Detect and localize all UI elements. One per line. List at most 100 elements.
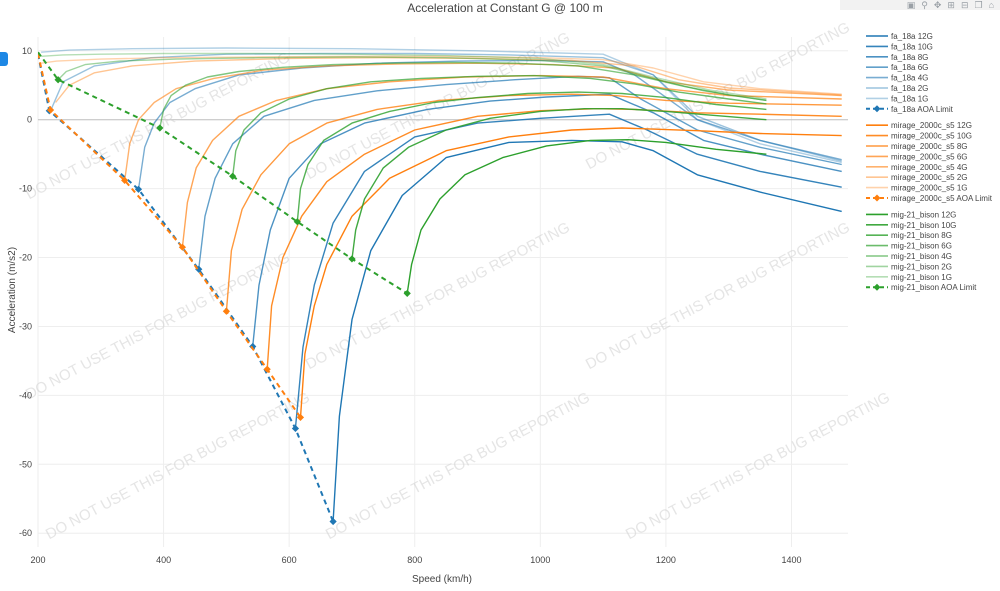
zoom-out-icon[interactable]: ⊟ xyxy=(960,0,969,10)
legend-item[interactable]: fa_18a 4G xyxy=(866,74,928,83)
legend-label: mirage_2000c_s5 1G xyxy=(891,184,968,193)
x-axis-label: Speed (km/h) xyxy=(412,574,472,585)
series-line-fa_18a-12g[interactable] xyxy=(332,139,842,522)
x-tick-label: 400 xyxy=(156,555,171,565)
aoa-limit-marker[interactable] xyxy=(263,365,271,373)
chart-title: Acceleration at Constant G @ 100 m xyxy=(407,1,603,15)
series-line-mirage_2000c_s5-12g[interactable] xyxy=(299,127,842,418)
legend-label: mig-21_bison 2G xyxy=(891,262,952,271)
legend-label: mirage_2000c_s5 2G xyxy=(891,173,968,182)
legend-marker xyxy=(873,105,881,113)
series-line-mig-21_bison-4g[interactable] xyxy=(159,61,767,129)
series-line-mirage_2000c_s5-10g[interactable] xyxy=(266,107,842,370)
legend-item[interactable]: mirage_2000c_s5 4G xyxy=(866,163,968,172)
series-line-mig-21_bison-6g[interactable] xyxy=(232,74,767,177)
aoa-limit-marker[interactable] xyxy=(329,517,337,526)
legend-item[interactable]: fa_18a 2G xyxy=(866,84,928,93)
watermark-text: DO NOT USE THIS FOR BUG REPORTING xyxy=(323,389,593,543)
series-line-fa_18a-10g[interactable] xyxy=(294,113,842,429)
plot-area xyxy=(38,47,842,526)
legend-item[interactable]: mig-21_bison 8G xyxy=(866,231,952,240)
aoa-limit-marker[interactable] xyxy=(46,106,55,114)
series-line-mig-21_bison-12g[interactable] xyxy=(406,138,767,294)
legend-item[interactable]: fa_18a 8G xyxy=(866,53,928,62)
aoa-limit-marker[interactable] xyxy=(54,76,62,84)
x-tick-label: 1000 xyxy=(530,555,550,565)
zoom-in-icon[interactable]: ⊞ xyxy=(947,0,955,10)
aoa-limit-marker[interactable] xyxy=(403,289,411,297)
pan-icon[interactable]: ✥ xyxy=(933,0,942,10)
legend-marker xyxy=(873,283,881,291)
series-line-fa_18a-8g[interactable] xyxy=(252,93,842,347)
legend-item[interactable]: mig-21_bison 4G xyxy=(866,252,952,261)
legend-item[interactable]: mig-21_bison AOA Limit xyxy=(866,283,977,292)
aoa-limit-marker[interactable] xyxy=(121,176,129,184)
legend-item[interactable]: mig-21_bison 2G xyxy=(866,262,952,271)
series-line-fa_18a-1g[interactable] xyxy=(41,47,842,164)
series-line-mirage_2000c_s5-6g[interactable] xyxy=(181,74,842,248)
legend-label: fa_18a 6G xyxy=(891,63,928,72)
legend-item[interactable]: fa_18a 6G xyxy=(866,63,928,72)
legend-label: mirage_2000c_s5 4G xyxy=(891,163,968,172)
legend-item[interactable]: mig-21_bison 10G xyxy=(866,221,956,230)
y-axis-ticks: -60 -50 -40 -30 -20 -10 0 10 xyxy=(19,46,32,538)
series-line-mirage_2000c_s5-1g[interactable] xyxy=(41,55,842,95)
autoscale-icon[interactable]: ❒ xyxy=(974,0,983,10)
aoa-limit-marker[interactable] xyxy=(229,172,237,180)
legend-item[interactable]: fa_18a AOA Limit xyxy=(866,105,954,114)
legend-label: mig-21_bison 10G xyxy=(891,221,956,230)
legend-item[interactable]: mirage_2000c_s5 2G xyxy=(866,173,968,182)
legend-item[interactable]: mig-21_bison 1G xyxy=(866,273,952,282)
series-line-fa_18a-6g[interactable] xyxy=(198,75,842,270)
legend-item[interactable]: fa_18a 12G xyxy=(866,32,933,41)
series-line-mirage_2000c_s5-4g[interactable] xyxy=(124,62,842,181)
legend-item[interactable]: fa_18a 10G xyxy=(866,42,933,51)
legend-label: mirage_2000c_s5 10G xyxy=(891,132,972,141)
legend-label: mig-21_bison 12G xyxy=(891,210,956,219)
aoa-limit-marker[interactable] xyxy=(222,307,230,315)
legend-item[interactable]: mig-21_bison 6G xyxy=(866,242,952,251)
y-tick-label: 0 xyxy=(27,115,32,125)
aoa-limit-marker[interactable] xyxy=(134,185,143,193)
x-tick-label: 1200 xyxy=(656,555,676,565)
legend-item[interactable]: mirage_2000c_s5 1G xyxy=(866,184,968,193)
legend-item[interactable]: mig-21_bison 12G xyxy=(866,210,956,219)
legend-label: mig-21_bison AOA Limit xyxy=(891,283,977,292)
legend-label: fa_18a AOA Limit xyxy=(891,105,954,114)
legend-label: fa_18a 10G xyxy=(891,42,933,51)
legend-item[interactable]: mirage_2000c_s5 8G xyxy=(866,142,968,151)
legend-item[interactable]: mirage_2000c_s5 AOA Limit xyxy=(866,194,993,203)
aoa-limit-marker[interactable] xyxy=(293,218,301,226)
grid xyxy=(37,37,848,547)
aoa-limit-marker[interactable] xyxy=(291,424,300,433)
legend-label: fa_18a 8G xyxy=(891,53,928,62)
series-line-mirage_2000c_s5-2g[interactable] xyxy=(55,57,842,103)
side-panel-tab[interactable] xyxy=(0,52,8,66)
reset-axes-icon[interactable]: ⌂ xyxy=(988,0,994,10)
aoa-limit-marker[interactable] xyxy=(348,255,356,263)
modebar[interactable]: ▣ ⚲ ✥ ⊞ ⊟ ❒ ⌂ xyxy=(840,0,1000,10)
series-line-mig-21_bison-2g[interactable] xyxy=(57,56,767,102)
aoa-limit-marker[interactable] xyxy=(156,124,164,132)
legend-item[interactable]: mirage_2000c_s5 12G xyxy=(866,121,972,130)
y-tick-label: -60 xyxy=(19,528,32,538)
aoa-limit-marker[interactable] xyxy=(249,342,257,351)
legend-label: mig-21_bison 8G xyxy=(891,231,952,240)
series-line-mirage_2000c_s5-8g[interactable] xyxy=(225,93,842,312)
legend-item[interactable]: fa_18a 1G xyxy=(866,94,928,103)
camera-icon[interactable]: ▣ xyxy=(906,0,916,10)
aoa-limit-marker[interactable] xyxy=(178,243,187,251)
series-line-fa_18a-2g[interactable] xyxy=(49,52,842,162)
legend-item[interactable]: mirage_2000c_s5 6G xyxy=(866,152,968,161)
series-line-mig-21_bison-8g[interactable] xyxy=(296,91,767,222)
series-line-mig-21_bison-1g[interactable] xyxy=(41,52,767,100)
legend-marker xyxy=(873,194,881,202)
legend-label: mig-21_bison 6G xyxy=(891,242,952,251)
zoom-icon[interactable]: ⚲ xyxy=(921,0,928,10)
aoa-limit-marker[interactable] xyxy=(296,413,305,422)
series-line-mig-21_bison-10g[interactable] xyxy=(351,107,767,259)
legend-item[interactable]: mirage_2000c_s5 10G xyxy=(866,132,972,141)
x-tick-label: 600 xyxy=(282,555,297,565)
